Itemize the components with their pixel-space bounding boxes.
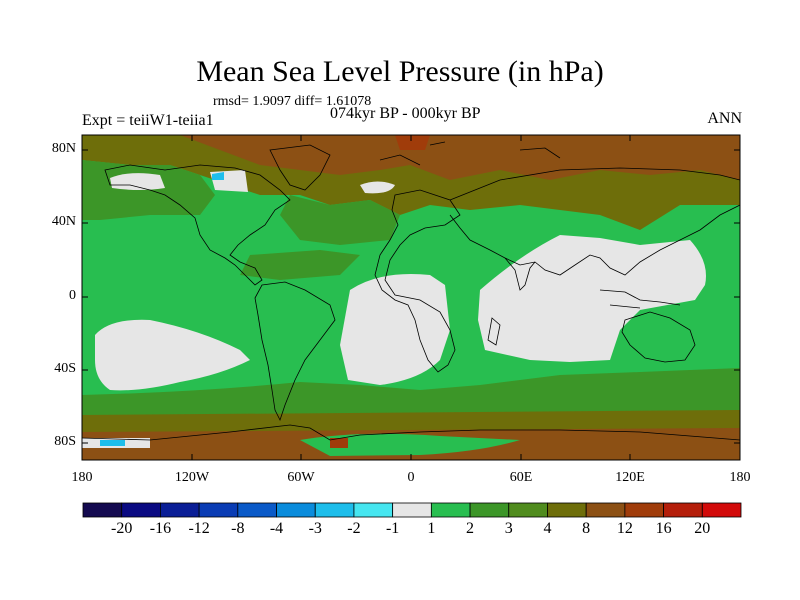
colorbar-swatch bbox=[392, 502, 432, 518]
coast-arctic-islands bbox=[379, 141, 561, 166]
coast-antarctica bbox=[82, 424, 740, 441]
colorbar-label: -16 bbox=[149, 520, 172, 537]
colorbar-label: 8 bbox=[582, 520, 591, 537]
colorbar-swatch bbox=[663, 502, 703, 518]
colorbar-label: -3 bbox=[308, 520, 322, 537]
coastlines bbox=[82, 141, 740, 441]
coast-north-america bbox=[104, 164, 291, 286]
lat-label-80n: 80N bbox=[51, 141, 76, 156]
colorbar-swatch bbox=[624, 502, 664, 518]
colorbar-swatch bbox=[701, 502, 742, 518]
coast-india bbox=[504, 257, 536, 291]
coast-asia bbox=[449, 167, 740, 276]
antarctic-green-field bbox=[300, 433, 520, 456]
arctic-red-spot bbox=[395, 135, 430, 150]
colorbar-swatch bbox=[508, 502, 548, 518]
lon-label-60e: 60E bbox=[509, 470, 533, 485]
lat-label-0: 0 bbox=[69, 288, 76, 303]
lat-label-40n: 40N bbox=[51, 214, 76, 229]
southern-ocean-brown-band bbox=[82, 410, 740, 435]
scandinavia-white-patch bbox=[360, 181, 395, 194]
tropical-atlantic-olive bbox=[240, 250, 360, 280]
colorbar-swatch bbox=[82, 502, 123, 518]
lon-label-0: 0 bbox=[407, 470, 415, 485]
south-pacific-white-region bbox=[95, 319, 250, 391]
colorbar-label: 4 bbox=[543, 520, 552, 537]
colorbar-swatch bbox=[469, 502, 510, 518]
axis-ticks bbox=[82, 135, 740, 460]
north-atlantic-olive bbox=[280, 195, 400, 245]
colorbar-label: 2 bbox=[466, 520, 475, 537]
alaska-white-patch bbox=[110, 173, 165, 190]
southern-ocean-olive-band bbox=[82, 368, 740, 425]
map-title: Mean Sea Level Pressure (in hPa) bbox=[196, 55, 604, 88]
hudson-blue-patch bbox=[212, 172, 224, 180]
antarctic-blue-patch bbox=[100, 440, 125, 446]
colorbar-swatch bbox=[585, 502, 626, 518]
hudson-white-patch bbox=[210, 170, 248, 192]
lon-label-120w: 120W bbox=[174, 470, 210, 485]
lon-label-120e: 120E bbox=[615, 470, 645, 485]
coast-greenland bbox=[269, 144, 331, 191]
stats-text: rmsd= 1.9097 diff= 1.61078 bbox=[213, 94, 372, 109]
colorbar-label: 3 bbox=[504, 520, 513, 537]
lon-label-180w: 180 bbox=[71, 470, 93, 485]
colorbar-label: 16 bbox=[655, 520, 672, 537]
period-label: 074kyr BP - 000kyr BP bbox=[330, 105, 481, 122]
colorbar-swatch bbox=[353, 502, 394, 518]
colorbar-swatch bbox=[198, 502, 239, 518]
antarctic-red-spot bbox=[330, 438, 348, 448]
colorbar-label: -1 bbox=[385, 520, 400, 537]
colorbar-swatch bbox=[160, 502, 200, 518]
lon-label-60w: 60W bbox=[287, 470, 315, 485]
colorbar-label: -4 bbox=[269, 520, 284, 537]
coast-madagascar bbox=[487, 317, 501, 346]
colorbar-label: -8 bbox=[231, 520, 245, 537]
coast-south-america bbox=[254, 281, 336, 422]
colorbar-swatch bbox=[547, 502, 587, 518]
colorbar-swatch bbox=[314, 502, 355, 518]
coast-australia bbox=[621, 311, 696, 363]
lat-label-80s: 80S bbox=[54, 434, 76, 449]
colorbar-label: -12 bbox=[188, 520, 210, 537]
colorbar-swatch bbox=[276, 502, 316, 518]
colorbar-label: 12 bbox=[616, 520, 633, 537]
colorbar-label: 1 bbox=[427, 520, 436, 537]
colorbar-label: -2 bbox=[347, 520, 361, 537]
coast-europe-africa bbox=[374, 189, 461, 373]
indian-ocean-white-region bbox=[478, 235, 706, 362]
season-label: ANN bbox=[707, 110, 742, 127]
experiment-label: Expt = teiiW1-teiia1 bbox=[82, 112, 214, 129]
colorbar bbox=[82, 502, 742, 518]
colorbar-label: -20 bbox=[111, 520, 133, 537]
colorbar-swatch bbox=[237, 502, 277, 518]
lat-label-40s: 40S bbox=[54, 361, 76, 376]
colorbar-swatch bbox=[121, 502, 161, 518]
colorbar-swatch bbox=[430, 502, 471, 518]
coast-indonesia bbox=[599, 289, 681, 309]
lon-label-180e: 180 bbox=[729, 470, 751, 485]
colorbar-label: 20 bbox=[694, 520, 711, 537]
